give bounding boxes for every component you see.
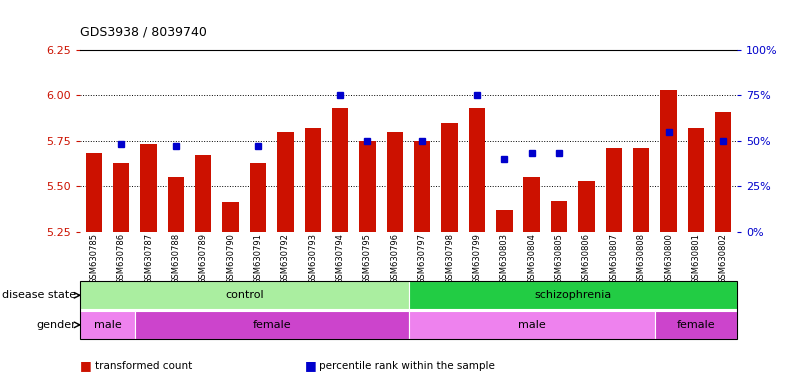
- Bar: [687, 128, 704, 232]
- Text: male: male: [517, 320, 545, 330]
- Bar: [223, 202, 239, 232]
- Bar: [135, 311, 409, 339]
- Bar: [304, 128, 321, 232]
- Text: schizophrenia: schizophrenia: [534, 290, 611, 300]
- Bar: [387, 132, 403, 232]
- Bar: [496, 210, 513, 232]
- Text: female: female: [252, 320, 291, 330]
- Bar: [409, 281, 737, 309]
- Bar: [469, 108, 485, 232]
- Bar: [660, 90, 677, 232]
- Text: percentile rank within the sample: percentile rank within the sample: [319, 361, 495, 371]
- Bar: [359, 141, 376, 232]
- Bar: [409, 311, 655, 339]
- Text: disease state: disease state: [2, 290, 76, 300]
- Bar: [277, 132, 294, 232]
- Bar: [606, 148, 622, 232]
- Bar: [113, 162, 130, 232]
- Text: GDS3938 / 8039740: GDS3938 / 8039740: [80, 25, 207, 38]
- Bar: [80, 281, 409, 309]
- Bar: [524, 177, 540, 232]
- Bar: [86, 154, 102, 232]
- Bar: [167, 177, 184, 232]
- Text: gender: gender: [36, 320, 76, 330]
- Bar: [633, 148, 650, 232]
- Text: transformed count: transformed count: [95, 361, 191, 371]
- Bar: [250, 162, 266, 232]
- Text: control: control: [225, 290, 264, 300]
- Bar: [578, 181, 594, 232]
- Text: ■: ■: [80, 359, 92, 372]
- Text: male: male: [94, 320, 121, 330]
- Bar: [414, 141, 430, 232]
- Bar: [332, 108, 348, 232]
- Text: ■: ■: [304, 359, 316, 372]
- Bar: [80, 311, 135, 339]
- Bar: [715, 112, 731, 232]
- Bar: [441, 122, 458, 232]
- Bar: [195, 155, 211, 232]
- Bar: [140, 144, 157, 232]
- Bar: [551, 201, 567, 232]
- Bar: [655, 311, 737, 339]
- Text: female: female: [677, 320, 715, 330]
